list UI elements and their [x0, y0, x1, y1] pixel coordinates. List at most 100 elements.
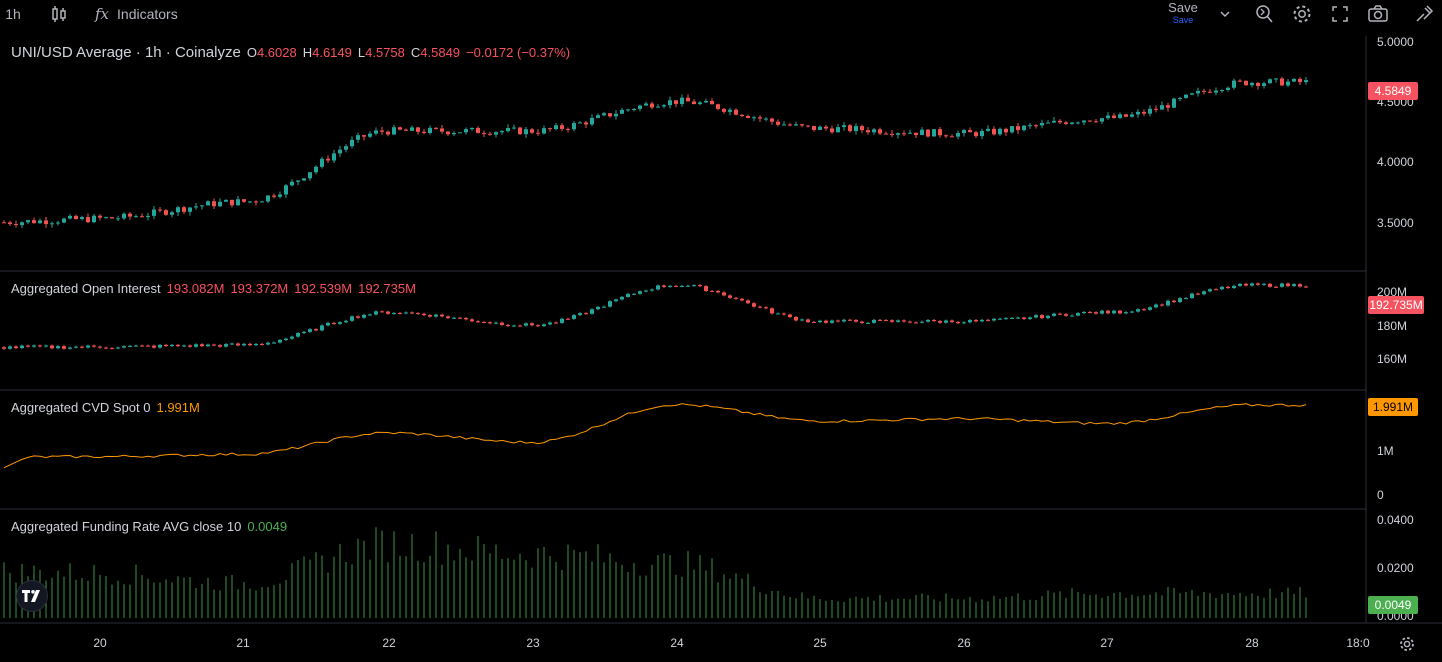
save-button[interactable]: Save Save — [1160, 0, 1206, 28]
price-candle — [542, 128, 546, 134]
price-candle — [884, 133, 888, 135]
oi-candle — [908, 321, 912, 323]
price-candle — [770, 118, 774, 122]
oi-candle — [368, 314, 372, 316]
camera-icon[interactable] — [1364, 0, 1392, 28]
oi-candle — [278, 339, 282, 343]
price-candle — [1028, 125, 1032, 127]
oi-candle — [1262, 283, 1266, 285]
oi-candle — [602, 306, 606, 308]
price-candle — [1196, 90, 1200, 94]
price-candle — [128, 213, 132, 217]
price-candle — [1286, 81, 1290, 86]
price-candle — [338, 149, 342, 154]
oi-high-value: 193.372M — [230, 281, 289, 296]
oi-candle — [716, 291, 720, 293]
oi-candle — [842, 319, 846, 322]
price-candle — [836, 127, 840, 133]
price-candle — [1304, 80, 1308, 83]
oi-candle — [1172, 300, 1176, 303]
fullscreen-icon[interactable] — [1326, 0, 1354, 28]
price-candle — [236, 199, 240, 206]
oi-candle — [1064, 314, 1068, 316]
oi-candle — [314, 329, 318, 331]
oi-candle — [1082, 312, 1086, 314]
price-candle — [1142, 111, 1146, 114]
price-candle — [566, 128, 570, 130]
price-candle — [920, 129, 924, 136]
price-candle — [146, 215, 150, 218]
oi-candle — [1070, 315, 1074, 317]
oi-candle — [1166, 300, 1170, 306]
x-axis-label: 20 — [93, 636, 107, 650]
oi-candle — [1016, 317, 1020, 319]
oi-candle — [194, 344, 198, 347]
oi-candle — [980, 319, 984, 322]
indicators-button[interactable]: fx Indicators — [95, 0, 191, 28]
oi-candle — [14, 346, 18, 349]
price-candle — [392, 127, 396, 135]
price-candle — [230, 199, 234, 206]
oi-candle — [470, 319, 474, 322]
price-candle — [608, 113, 612, 117]
oi-candle — [932, 320, 936, 322]
price-candle — [224, 199, 228, 202]
oi-candle — [428, 315, 432, 317]
price-candle — [1112, 115, 1116, 118]
price-candle — [98, 215, 102, 218]
candle-type-icon[interactable] — [46, 0, 72, 28]
oi-candle — [1286, 283, 1290, 287]
oi-axis-label: 160M — [1377, 352, 1408, 366]
price-candle — [44, 220, 48, 225]
price-candle — [74, 215, 78, 220]
oi-candle — [410, 312, 414, 314]
quick-search-icon[interactable] — [1250, 0, 1278, 28]
oi-candle — [818, 320, 822, 323]
oi-candle — [1046, 315, 1050, 319]
price-candle — [824, 126, 828, 129]
indicators-label: Indicators — [117, 6, 178, 22]
price-candle — [794, 124, 798, 126]
oi-candle — [302, 331, 306, 334]
oi-candle — [752, 303, 756, 307]
publish-arrow-icon[interactable] — [1410, 0, 1438, 28]
tradingview-logo-icon[interactable] — [16, 580, 48, 612]
oi-candle — [308, 329, 312, 332]
oi-candle — [866, 322, 870, 324]
price-candle — [440, 128, 444, 132]
oi-candle — [632, 293, 636, 295]
oi-candle — [362, 314, 366, 318]
oi-candle — [722, 292, 726, 296]
oi-candle — [1106, 310, 1110, 314]
chart-area[interactable]: UNI/USD Average · 1h · Coinalyze O4.6028… — [0, 35, 1442, 662]
price-candle — [818, 126, 822, 130]
price-candle — [1292, 78, 1296, 82]
price-candle — [374, 130, 378, 134]
settings-gear-icon[interactable] — [1288, 0, 1316, 28]
save-dropdown-chevron-icon[interactable] — [1216, 0, 1234, 28]
price-candle — [890, 133, 894, 135]
price-candle — [602, 113, 606, 116]
oi-open-value: 193.082M — [166, 281, 225, 296]
price-candle — [1154, 108, 1158, 110]
price-candle — [752, 117, 756, 119]
interval-button[interactable]: 1h — [2, 0, 24, 28]
chart-canvas[interactable] — [0, 36, 1442, 662]
price-candle — [848, 125, 852, 132]
price-candle — [1124, 114, 1128, 117]
oi-candle — [146, 345, 150, 347]
price-candle — [344, 146, 348, 150]
oi-candle — [98, 346, 102, 348]
price-candle — [902, 133, 906, 135]
oi-candle — [734, 297, 738, 299]
cvd-legend: Aggregated CVD Spot 0 1.991M — [11, 400, 200, 415]
oi-candle — [284, 338, 288, 340]
price-candle — [458, 132, 462, 134]
high-value: 4.6149 — [312, 45, 352, 60]
time-axis-settings-icon[interactable] — [1397, 634, 1417, 654]
oi-candle — [200, 344, 204, 347]
oi-candle — [554, 322, 558, 324]
oi-candle — [728, 295, 732, 298]
close-label: C — [410, 45, 421, 60]
oi-candle — [1076, 313, 1080, 316]
